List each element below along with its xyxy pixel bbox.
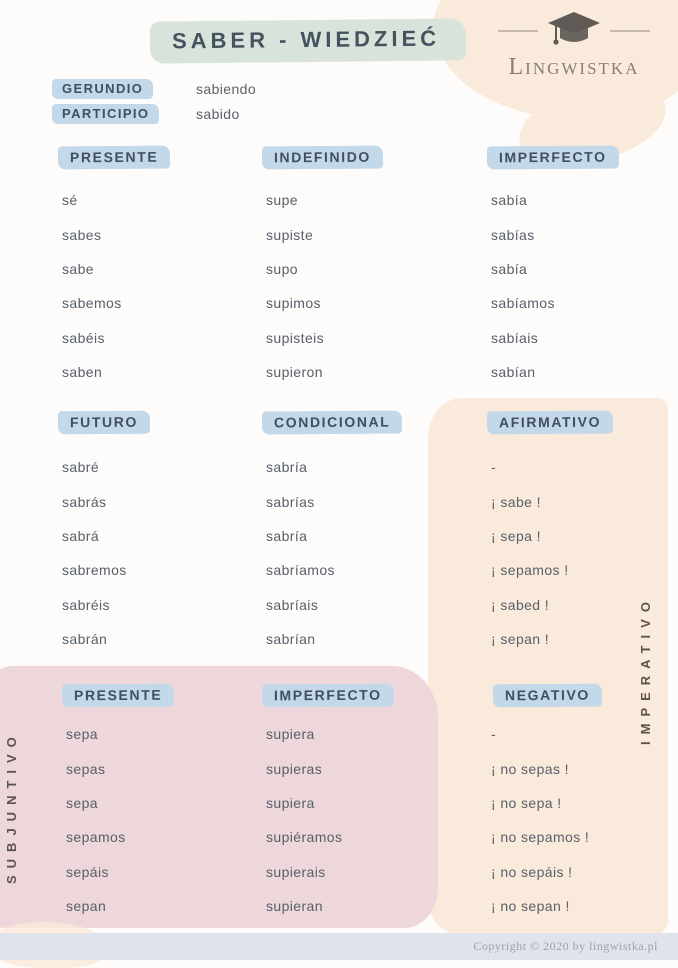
conjugation-cell: supisteis [266, 329, 325, 346]
conjugation-cell: supieron [266, 364, 323, 381]
conjugation-cell: supiéramos [266, 829, 343, 846]
conjugation-cell: sabemos [62, 295, 122, 312]
tense-header-indefinido: INDEFINIDO [261, 145, 383, 170]
conjugation-cell: sepas [66, 760, 106, 777]
tense-header-imperfecto: IMPERFECTO [486, 145, 619, 170]
subj-presente-forms: sepa sepas sepa sepamos sepáis sepan [66, 717, 126, 923]
conjugation-cell: ¡ sepan ! [491, 631, 550, 648]
conjugation-cell: sepa [66, 794, 98, 811]
subjunctive-section-background [0, 666, 438, 928]
graduation-cap-icon [546, 10, 602, 52]
conjugation-cell: supo [266, 260, 298, 277]
nonfinite-forms: GERUNDIO sabiendo PARTICIPIO sabido [52, 76, 256, 126]
conjugation-cell: supimos [266, 295, 321, 312]
conjugation-cell: supiera [266, 794, 315, 811]
conjugation-cell: sabrá [62, 527, 100, 544]
conjugation-cell: ¡ sabed ! [491, 596, 550, 613]
conjugation-cell: sabrían [266, 631, 316, 648]
conjugation-cell: sabías [491, 226, 535, 243]
conjugation-cell: sabrás [62, 493, 107, 510]
brand-logo: Lingwistka [484, 10, 664, 81]
subjuntivo-mood-label: SUBJUNTIVO [4, 730, 19, 884]
conjugation-cell: supe [266, 192, 298, 209]
page-title-wrap: SABER - WIEDZIEĆ [149, 18, 467, 64]
imperfecto-forms: sabía sabías sabía sabíamos sabíais sabí… [491, 183, 555, 389]
indefinido-forms: supe supiste supo supimos supisteis supi… [266, 183, 324, 389]
copyright-text: Copyright © 2020 by lingwistka.pl [473, 939, 658, 953]
gerundio-label: GERUNDIO [52, 78, 154, 99]
imperative-column-background [428, 398, 668, 934]
conjugation-cell: sabrán [62, 631, 108, 648]
conjugation-cell: sabrías [266, 493, 315, 510]
conjugation-cell: saben [62, 364, 103, 381]
conjugation-cell: sabéis [62, 329, 105, 346]
conjugation-cell: sepáis [66, 863, 109, 880]
conjugation-cell: sabían [491, 364, 536, 381]
conjugation-cell: sé [62, 192, 78, 209]
conjugation-cell: ¡ no sepa ! [491, 794, 562, 811]
conjugation-cell: sabía [491, 260, 528, 277]
conjugation-cell: sepa [66, 726, 98, 743]
conjugation-cell: - [491, 726, 497, 743]
participio-row: PARTICIPIO sabido [52, 101, 256, 126]
gerundio-row: GERUNDIO sabiendo [52, 76, 256, 101]
imperativo-mood-label: IMPERATIVO [638, 595, 653, 745]
conjugation-cell: ¡ no sepáis ! [491, 863, 573, 880]
conjugation-cell: supiera [266, 726, 315, 743]
tense-header-futuro: FUTURO [57, 410, 151, 435]
page-title: SABER - WIEDZIEĆ [149, 18, 467, 64]
conjugation-cell: sabremos [62, 562, 127, 579]
conjugation-cell: supieras [266, 760, 323, 777]
conjugation-cell: ¡ no sepas ! [491, 760, 569, 777]
negativo-forms: - ¡ no sepas ! ¡ no sepa ! ¡ no sepamos … [491, 717, 589, 923]
conjugation-cell: sepan [66, 898, 107, 915]
conjugation-cell: sabe [62, 260, 94, 277]
conjugation-cell: sabíais [491, 329, 539, 346]
subj-imperfecto-forms: supiera supieras supiera supiéramos supi… [266, 717, 342, 923]
conjugation-cell: ¡ sepamos ! [491, 562, 569, 579]
conjugation-cell: ¡ sabe ! [491, 493, 541, 510]
footer-strip [0, 933, 678, 960]
logo-left-rule [498, 30, 538, 32]
afirmativo-forms: - ¡ sabe ! ¡ sepa ! ¡ sepamos ! ¡ sabed … [491, 450, 569, 656]
futuro-forms: sabré sabrás sabrá sabremos sabréis sabr… [62, 450, 127, 656]
tense-header-negativo: NEGATIVO [492, 683, 602, 708]
condicional-forms: sabría sabrías sabría sabríamos sabríais… [266, 450, 335, 656]
tense-header-condicional: CONDICIONAL [261, 410, 403, 435]
tense-header-presente: PRESENTE [57, 145, 171, 170]
tense-header-subj-imperfecto: IMPERFECTO [261, 683, 394, 708]
conjugation-cell: - [491, 459, 497, 476]
conjugation-cell: ¡ no sepan ! [491, 898, 570, 915]
conjugation-cell: sabría [266, 459, 308, 476]
participio-value: sabido [196, 105, 240, 122]
gerundio-value: sabiendo [196, 80, 257, 97]
brand-name: Lingwistka [508, 54, 640, 80]
conjugation-cell: supieran [266, 898, 323, 915]
conjugation-cell: sabría [266, 527, 308, 544]
conjugation-cell: ¡ no sepamos ! [491, 829, 590, 846]
logo-right-rule [610, 30, 650, 32]
conjugation-cell: sepamos [66, 829, 126, 846]
conjugation-cell: sabré [62, 459, 100, 476]
conjugation-cell: sabréis [62, 596, 110, 613]
conjugation-cell: sabríais [266, 596, 319, 613]
conjugation-cell: sabes [62, 226, 102, 243]
conjugation-cell: supierais [266, 863, 326, 880]
conjugation-cell: supiste [266, 226, 314, 243]
conjugation-cell: sabíamos [491, 295, 555, 312]
participio-label: PARTICIPIO [52, 103, 160, 124]
conjugation-cell: ¡ sepa ! [491, 527, 541, 544]
tense-header-afirmativo: AFIRMATIVO [486, 410, 614, 435]
conjugation-cell: sabía [491, 192, 528, 209]
presente-forms: sé sabes sabe sabemos sabéis saben [62, 183, 122, 389]
conjugation-cell: sabríamos [266, 562, 335, 579]
tense-header-subj-presente: PRESENTE [61, 683, 175, 708]
